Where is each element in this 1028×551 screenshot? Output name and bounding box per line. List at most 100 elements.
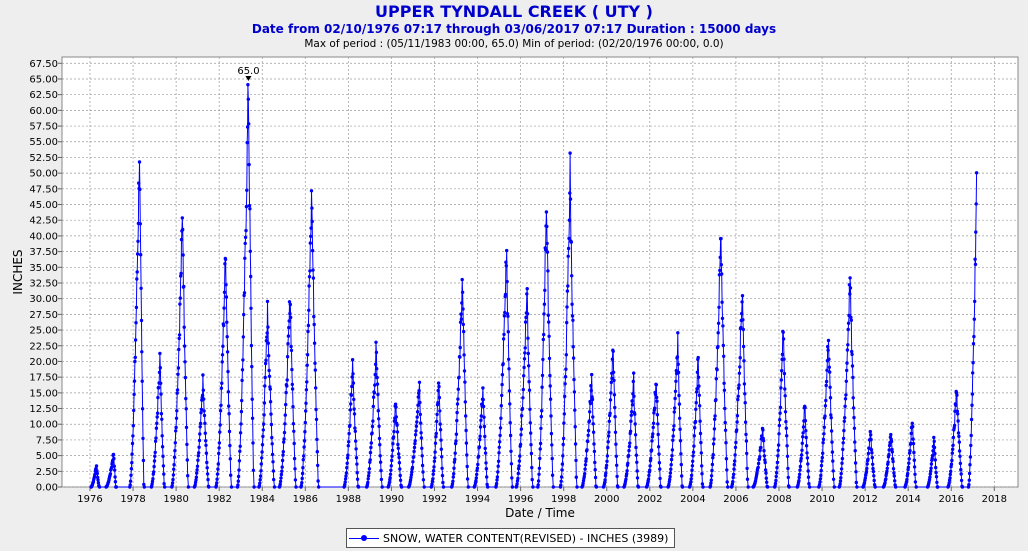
data-point	[139, 286, 143, 290]
data-point	[222, 306, 226, 310]
data-point	[287, 319, 291, 323]
data-point	[518, 442, 523, 447]
data-point	[865, 466, 869, 471]
data-point	[567, 236, 571, 241]
data-point	[95, 471, 100, 476]
data-point	[655, 413, 660, 417]
data-point	[453, 457, 457, 462]
y-tick-label: 10.00	[29, 420, 58, 431]
data-point	[388, 476, 392, 480]
chart-title: UPPER TYNDALL CREEK ( UTY )	[375, 2, 653, 21]
data-point	[603, 480, 607, 485]
data-point	[243, 235, 248, 240]
data-point	[974, 202, 978, 206]
data-point	[417, 380, 422, 384]
y-tick-label: 55.00	[29, 137, 58, 148]
data-point	[292, 456, 297, 461]
data-point	[724, 457, 729, 461]
data-point	[310, 219, 314, 224]
data-point	[691, 459, 695, 463]
data-point	[418, 400, 422, 405]
data-point	[279, 472, 284, 477]
data-point	[455, 402, 460, 406]
data-point	[588, 410, 592, 414]
data-point	[478, 425, 483, 429]
data-point	[551, 485, 555, 489]
data-point	[456, 397, 460, 401]
data-point	[170, 484, 174, 488]
data-point	[700, 464, 704, 468]
data-point	[710, 462, 715, 467]
data-point	[736, 386, 741, 390]
data-point	[609, 380, 613, 385]
data-point	[668, 477, 672, 482]
y-tick-label: 25.00	[29, 326, 58, 337]
data-point	[140, 379, 144, 383]
data-point	[613, 405, 617, 410]
data-point	[692, 444, 696, 448]
data-point	[763, 458, 767, 462]
data-point	[636, 485, 641, 489]
data-point	[378, 460, 383, 464]
data-point	[280, 469, 284, 473]
data-point	[278, 482, 282, 486]
data-point	[559, 483, 563, 487]
x-tick-label: 2014	[895, 494, 920, 505]
data-point	[474, 476, 478, 480]
data-point	[698, 431, 703, 436]
data-point	[974, 230, 978, 234]
data-point	[843, 416, 847, 420]
data-point	[205, 460, 209, 465]
data-point	[249, 343, 254, 348]
data-point	[528, 421, 532, 425]
data-point	[869, 437, 873, 442]
data-point	[648, 464, 652, 468]
data-point	[613, 430, 618, 434]
data-point	[171, 477, 175, 482]
data-point	[484, 467, 488, 471]
data-point	[697, 384, 701, 388]
data-point	[150, 479, 155, 484]
data-point	[673, 389, 678, 393]
data-point	[562, 421, 566, 425]
data-point	[508, 421, 512, 425]
data-point	[289, 315, 293, 320]
data-point	[498, 433, 502, 438]
data-point	[497, 445, 501, 449]
data-point	[855, 485, 859, 489]
data-point	[289, 348, 294, 353]
data-point	[157, 386, 161, 390]
data-point	[484, 461, 488, 465]
data-point	[462, 353, 466, 357]
data-point	[347, 440, 351, 444]
data-point	[777, 423, 781, 428]
data-point	[186, 474, 190, 478]
data-point	[671, 428, 676, 432]
y-tick-label: 12.50	[29, 404, 58, 415]
data-point	[224, 283, 228, 287]
data-point	[464, 441, 469, 445]
data-point	[502, 332, 506, 337]
data-point	[839, 467, 844, 471]
data-point	[245, 140, 249, 145]
data-point	[244, 228, 248, 233]
data-point	[498, 426, 503, 430]
data-point	[866, 451, 871, 456]
data-point	[392, 419, 397, 423]
data-point	[573, 442, 578, 446]
data-point	[247, 122, 251, 126]
x-tick-label: 1998	[551, 494, 576, 505]
data-point	[520, 414, 524, 418]
data-point	[654, 383, 658, 387]
data-point	[821, 451, 825, 455]
data-point	[431, 469, 436, 473]
data-point	[628, 441, 632, 445]
data-point	[463, 400, 467, 404]
data-point	[841, 441, 845, 445]
data-point	[439, 438, 443, 442]
data-point	[607, 419, 611, 423]
data-point	[848, 286, 853, 290]
data-point	[245, 125, 250, 129]
data-point	[678, 427, 682, 431]
data-point	[817, 482, 822, 487]
